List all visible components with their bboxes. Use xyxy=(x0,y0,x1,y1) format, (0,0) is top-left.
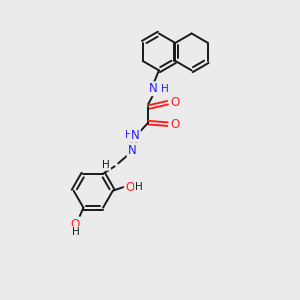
Text: H: H xyxy=(102,160,110,170)
Text: H: H xyxy=(161,84,169,94)
Text: H: H xyxy=(135,182,143,192)
Text: H: H xyxy=(125,130,133,140)
Text: O: O xyxy=(125,181,134,194)
Text: N: N xyxy=(128,143,136,157)
Text: O: O xyxy=(170,96,180,109)
Text: O: O xyxy=(71,218,80,231)
Text: O: O xyxy=(170,118,180,130)
Text: H: H xyxy=(71,227,79,237)
Text: N: N xyxy=(131,129,140,142)
Text: N: N xyxy=(149,82,158,95)
